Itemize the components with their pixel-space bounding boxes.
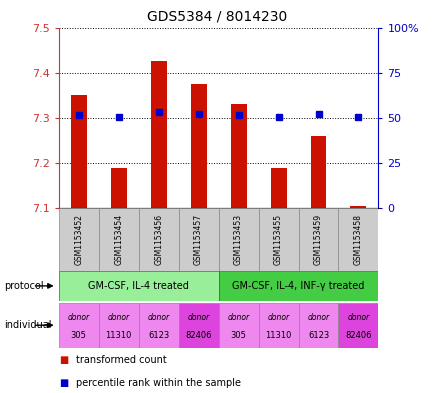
- Text: GSM1153455: GSM1153455: [273, 214, 283, 265]
- Bar: [218, 271, 378, 301]
- Bar: [59, 208, 99, 271]
- Text: percentile rank within the sample: percentile rank within the sample: [76, 378, 240, 388]
- Bar: [218, 303, 258, 348]
- Text: donor: donor: [107, 312, 129, 321]
- Bar: [178, 303, 218, 348]
- Bar: [258, 303, 298, 348]
- Bar: [138, 208, 178, 271]
- Text: 6123: 6123: [307, 331, 329, 340]
- Text: donor: donor: [307, 312, 329, 321]
- Text: GSM1153454: GSM1153454: [114, 214, 123, 265]
- Text: donor: donor: [68, 312, 89, 321]
- Text: 305: 305: [71, 331, 86, 340]
- Text: GSM1153457: GSM1153457: [194, 214, 203, 265]
- Text: donor: donor: [147, 312, 169, 321]
- Text: donor: donor: [347, 312, 368, 321]
- Bar: [110, 167, 126, 208]
- Text: 11310: 11310: [105, 331, 132, 340]
- Bar: [190, 84, 206, 208]
- Text: 11310: 11310: [265, 331, 291, 340]
- Bar: [59, 303, 99, 348]
- Text: protocol: protocol: [4, 281, 44, 291]
- Text: GSM1153458: GSM1153458: [353, 214, 362, 265]
- Bar: [270, 167, 286, 208]
- Text: GSM1153459: GSM1153459: [313, 214, 322, 265]
- Text: 6123: 6123: [148, 331, 169, 340]
- Bar: [138, 303, 178, 348]
- Bar: [71, 95, 86, 208]
- Bar: [298, 303, 338, 348]
- Text: donor: donor: [267, 312, 289, 321]
- Text: GM-CSF, IL-4, INF-γ treated: GM-CSF, IL-4, INF-γ treated: [232, 281, 364, 291]
- Bar: [99, 208, 138, 271]
- Text: GM-CSF, IL-4 treated: GM-CSF, IL-4 treated: [88, 281, 189, 291]
- Text: GSM1153452: GSM1153452: [74, 214, 83, 265]
- Bar: [298, 208, 338, 271]
- Bar: [218, 208, 258, 271]
- Bar: [310, 136, 326, 208]
- Text: transformed count: transformed count: [76, 354, 167, 365]
- Text: donor: donor: [187, 312, 209, 321]
- Bar: [338, 208, 378, 271]
- Bar: [230, 104, 246, 208]
- Text: GSM1153453: GSM1153453: [233, 214, 243, 265]
- Text: 305: 305: [230, 331, 246, 340]
- Bar: [178, 208, 218, 271]
- Text: ■: ■: [59, 378, 68, 388]
- Bar: [99, 303, 138, 348]
- Bar: [258, 208, 298, 271]
- Text: individual: individual: [4, 320, 52, 330]
- Text: ■: ■: [59, 354, 68, 365]
- Text: GSM1153456: GSM1153456: [154, 214, 163, 265]
- Bar: [59, 271, 218, 301]
- Bar: [338, 303, 378, 348]
- Text: 82406: 82406: [185, 331, 211, 340]
- Bar: [350, 206, 365, 208]
- Text: GDS5384 / 8014230: GDS5384 / 8014230: [147, 10, 287, 24]
- Bar: [150, 61, 166, 208]
- Text: 82406: 82406: [345, 331, 371, 340]
- Text: donor: donor: [227, 312, 249, 321]
